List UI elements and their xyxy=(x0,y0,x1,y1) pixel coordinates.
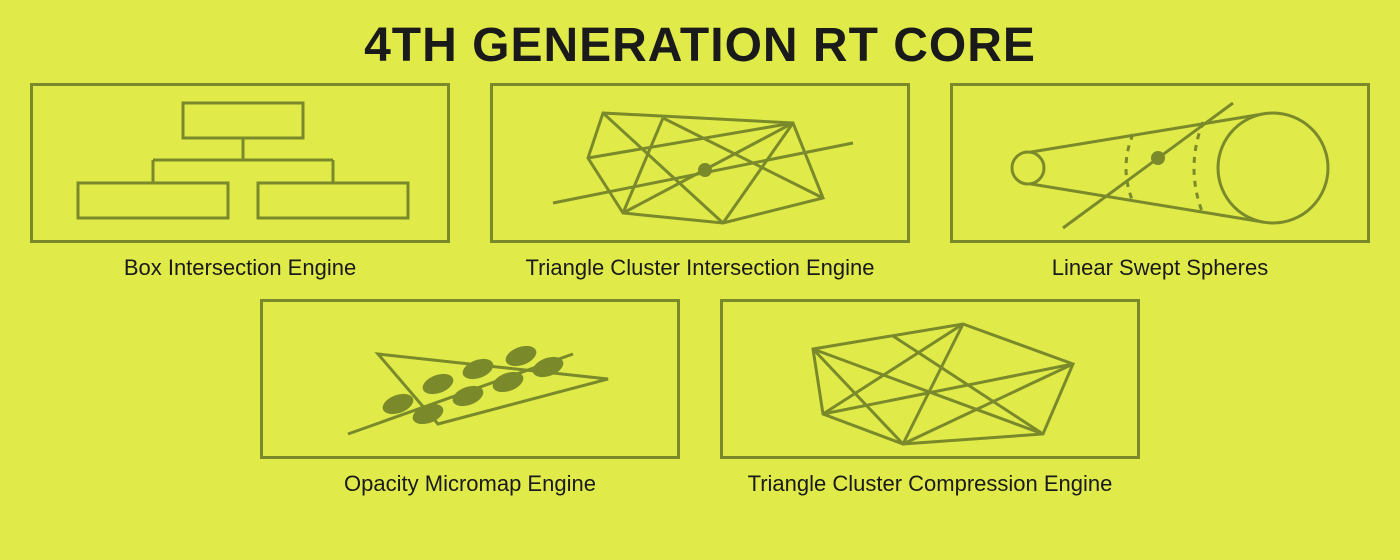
label-opacity-micromap: Opacity Micromap Engine xyxy=(344,471,596,497)
feature-grid: Box Intersection Engine xyxy=(0,83,1400,497)
triangle-cluster-icon xyxy=(723,304,1137,454)
label-tri-cluster-int: Triangle Cluster Intersection Engine xyxy=(526,255,875,281)
cell-tri-cluster-comp: Triangle Cluster Compression Engine xyxy=(720,299,1140,497)
cell-opacity-micromap: Opacity Micromap Engine xyxy=(260,299,680,497)
panel-tri-cluster-int xyxy=(490,83,910,243)
row-1: Box Intersection Engine xyxy=(30,83,1370,281)
cell-box-intersection: Box Intersection Engine xyxy=(30,83,450,281)
panel-tri-cluster-comp xyxy=(720,299,1140,459)
label-tri-cluster-comp: Triangle Cluster Compression Engine xyxy=(748,471,1113,497)
cell-linear-swept: Linear Swept Spheres xyxy=(950,83,1370,281)
panel-opacity-micromap xyxy=(260,299,680,459)
panel-box-intersection xyxy=(30,83,450,243)
row-2: Opacity Micromap Engine T xyxy=(260,299,1140,497)
panel-linear-swept xyxy=(950,83,1370,243)
swept-sphere-icon xyxy=(953,88,1367,238)
page-title: 4TH GENERATION RT CORE xyxy=(0,0,1400,83)
label-box-intersection: Box Intersection Engine xyxy=(124,255,356,281)
triangle-cluster-ray-icon xyxy=(493,88,907,238)
leaf-ray-icon xyxy=(263,304,677,454)
hierarchy-icon xyxy=(33,88,447,238)
label-linear-swept: Linear Swept Spheres xyxy=(1052,255,1268,281)
cell-tri-cluster-int: Triangle Cluster Intersection Engine xyxy=(490,83,910,281)
